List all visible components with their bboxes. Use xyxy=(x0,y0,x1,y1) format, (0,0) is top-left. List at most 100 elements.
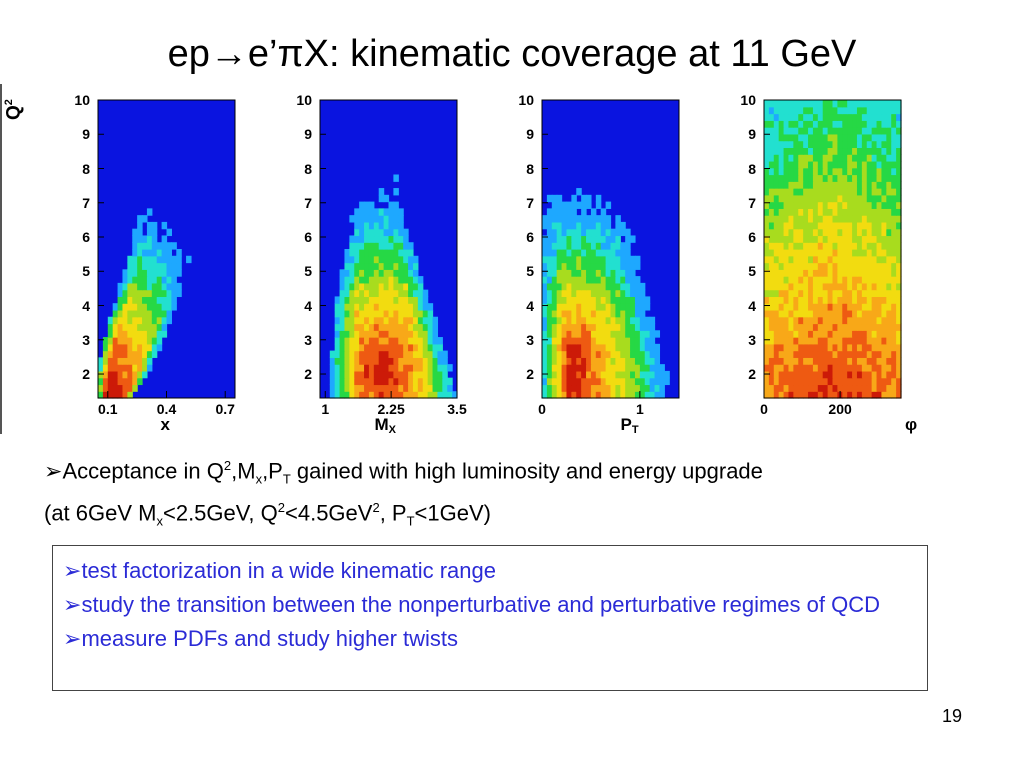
heatmap-cell xyxy=(393,208,399,216)
heatmap-cell xyxy=(866,364,873,372)
heatmap-cell xyxy=(546,289,553,298)
heatmap-cell xyxy=(166,316,172,325)
heatmap-cell xyxy=(861,262,868,270)
heatmap-cell xyxy=(847,262,853,270)
heatmap-cell xyxy=(344,364,350,372)
heatmap-cell xyxy=(412,296,419,304)
heatmap-cell xyxy=(551,391,558,399)
heatmap-cell xyxy=(610,337,616,345)
heatmap-cell xyxy=(634,289,641,298)
heatmap-cell xyxy=(566,269,572,277)
heatmap-cell xyxy=(566,316,572,325)
heatmap-cell xyxy=(556,377,563,386)
heatmap-cell xyxy=(832,316,838,325)
heatmap-cell xyxy=(773,370,780,379)
heatmap-cell xyxy=(561,350,568,358)
heatmap-cell xyxy=(551,296,558,304)
heatmap-cell xyxy=(856,289,863,298)
heatmap-cell xyxy=(773,228,780,237)
plot-frame xyxy=(541,99,680,399)
heatmap-cell xyxy=(891,147,897,155)
heatmap-cell xyxy=(378,282,385,291)
heatmap-cell xyxy=(793,174,799,182)
heatmap-cell xyxy=(422,384,429,392)
heatmap-cell xyxy=(364,337,370,345)
heatmap-cell xyxy=(788,350,794,358)
heatmap-cell xyxy=(856,377,863,386)
heatmap-cell xyxy=(137,249,143,257)
heatmap-cell xyxy=(417,370,424,379)
heatmap-cell xyxy=(349,249,355,257)
heatmap-cell xyxy=(817,303,824,311)
heatmap-cell xyxy=(768,303,775,311)
heatmap-cell xyxy=(556,235,563,243)
heatmap-cell xyxy=(556,350,563,358)
heatmap-cell xyxy=(871,235,878,243)
heatmap-cell xyxy=(764,201,770,209)
heatmap-cell xyxy=(166,303,172,311)
heatmap-cell xyxy=(107,350,114,358)
heatmap-cell xyxy=(822,221,829,230)
heatmap-cell xyxy=(778,167,785,176)
heatmap-cell xyxy=(625,330,631,338)
heatmap-cell xyxy=(378,235,385,243)
heatmap-cell xyxy=(595,391,602,399)
heatmap-cell xyxy=(393,357,399,365)
heatmap-cell xyxy=(102,337,109,345)
heatmap-cell xyxy=(881,249,887,257)
heatmap-cell xyxy=(571,330,577,338)
heatmap-cell xyxy=(339,303,346,311)
heatmap-cell xyxy=(354,289,360,298)
heatmap-cell xyxy=(151,323,158,331)
heatmap-cell xyxy=(896,262,902,270)
heatmap-cell xyxy=(542,262,548,270)
heatmap-cell xyxy=(817,337,824,345)
heatmap-cell xyxy=(817,174,824,182)
heatmap-cell xyxy=(764,343,770,352)
heatmap-cell xyxy=(364,323,370,331)
heatmap-cell xyxy=(349,384,355,392)
heatmap-cell xyxy=(886,215,892,223)
heatmap-cell xyxy=(590,384,597,392)
heatmap-cell xyxy=(610,255,616,264)
heatmap-cell xyxy=(639,303,646,311)
heatmap-cell xyxy=(605,249,612,257)
heatmap-cell xyxy=(856,160,863,169)
heatmap-cell xyxy=(832,221,838,230)
heatmap-cell xyxy=(788,337,794,345)
heatmap-cell xyxy=(891,167,897,176)
heatmap-cell xyxy=(359,255,365,264)
heatmap-cell xyxy=(649,316,656,325)
heatmap-cell xyxy=(383,242,390,250)
heatmap-cell xyxy=(620,228,626,237)
heatmap-cell xyxy=(590,221,597,230)
heatmap-cell xyxy=(634,296,641,304)
heatmap-cell xyxy=(625,323,631,331)
heatmap-cell xyxy=(107,316,114,325)
heatmap-cell xyxy=(146,303,153,311)
heatmap-cell xyxy=(871,323,878,331)
heatmap-cell xyxy=(832,330,838,338)
heatmap-cell xyxy=(620,289,626,298)
heatmap-cell xyxy=(847,249,853,257)
heatmap-cell xyxy=(881,269,887,277)
heatmap-cell xyxy=(388,276,394,284)
heatmap-cell xyxy=(437,364,443,372)
heatmap-cell xyxy=(393,282,399,291)
heatmap-cell xyxy=(132,357,138,365)
heatmap-cell xyxy=(373,249,380,257)
heatmap-cell xyxy=(649,370,656,379)
heatmap-cell xyxy=(566,208,572,216)
heatmap-cell xyxy=(866,120,873,128)
heatmap-cell xyxy=(896,100,902,108)
heatmap-cell xyxy=(866,303,873,311)
heatmap-cell xyxy=(837,106,843,115)
heatmap-cell xyxy=(344,303,350,311)
heatmap-cell xyxy=(137,276,143,284)
heatmap-cell xyxy=(837,235,843,243)
heatmap-cell xyxy=(137,330,143,338)
heatmap-cell xyxy=(856,269,863,277)
heatmap-cell xyxy=(803,370,809,379)
heatmap-cell xyxy=(600,262,607,270)
heatmap-cell xyxy=(822,255,829,264)
